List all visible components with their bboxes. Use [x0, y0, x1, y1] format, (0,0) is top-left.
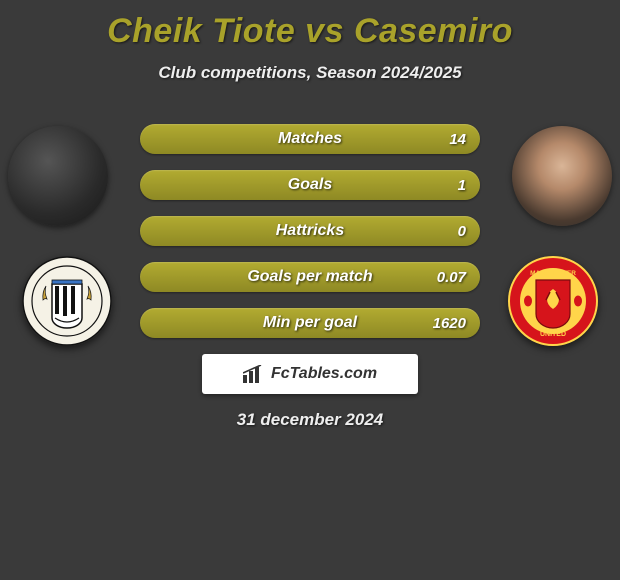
manutd-badge-icon: MANCHESTER UNITED: [508, 256, 598, 346]
brand-text: FcTables.com: [271, 365, 377, 383]
newcastle-badge-icon: [22, 256, 112, 346]
comparison-date: 31 december 2024: [0, 410, 620, 430]
stat-label: Goals: [140, 176, 480, 194]
stat-value-right: 1620: [433, 315, 466, 332]
player-right-photo: [512, 126, 612, 226]
stat-label: Matches: [140, 130, 480, 148]
stat-value-right: 14: [449, 131, 466, 148]
stat-rows: Matches 14 Goals 1 Hattricks 0 Goals per…: [140, 124, 480, 354]
stat-label: Goals per match: [140, 268, 480, 286]
stat-row: Min per goal 1620: [140, 308, 480, 338]
stat-row: Goals 1: [140, 170, 480, 200]
stat-label: Min per goal: [140, 314, 480, 332]
player-right-club-badge: MANCHESTER UNITED: [508, 256, 598, 346]
stat-label: Hattricks: [140, 222, 480, 240]
svg-text:UNITED: UNITED: [540, 331, 566, 338]
stat-value-right: 0.07: [437, 269, 466, 286]
stat-row: Matches 14: [140, 124, 480, 154]
stat-row: Goals per match 0.07: [140, 262, 480, 292]
svg-text:MANCHESTER: MANCHESTER: [530, 270, 576, 277]
comparison-title: Cheik Tiote vs Casemiro: [0, 0, 620, 51]
player-left-club-badge: [22, 256, 112, 346]
bar-chart-icon: [243, 365, 265, 383]
stat-value-right: 1: [458, 177, 466, 194]
brand-badge: FcTables.com: [202, 354, 418, 394]
comparison-subtitle: Club competitions, Season 2024/2025: [0, 63, 620, 83]
player-left-photo: [8, 126, 108, 226]
stat-value-right: 0: [458, 223, 466, 240]
stat-row: Hattricks 0: [140, 216, 480, 246]
